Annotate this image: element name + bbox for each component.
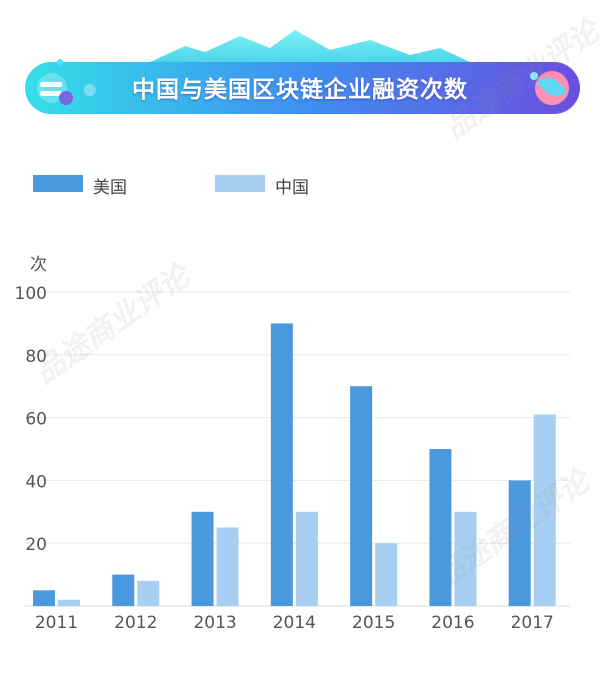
x-tick-label: 2011 (35, 613, 78, 633)
bar-cn-2014 (295, 511, 318, 606)
bar-us-2014 (270, 323, 293, 606)
legend-label-cn: 中国 (275, 178, 309, 198)
mountain-decoration (150, 30, 470, 62)
bar-cn-2012 (137, 580, 160, 606)
bar-us-2013 (191, 511, 214, 606)
bar-cn-2016 (454, 511, 477, 606)
bar-chart: 次 100 80 60 40 20 2011 2012 2013 2014 2015 2016 2017 (15, 255, 570, 633)
bar-cn-2013 (216, 527, 239, 606)
y-tick-label: 80 (25, 347, 47, 367)
bar-cn-2015 (375, 543, 398, 606)
right-decoration-icon (530, 71, 569, 105)
legend-swatch-cn (215, 175, 265, 192)
bar-us-2011 (33, 590, 55, 606)
left-decoration-icon (37, 59, 96, 105)
bar-cn-2011 (58, 599, 80, 606)
y-axis-label: 次 (30, 255, 47, 275)
x-tick-label: 2012 (114, 613, 157, 633)
x-tick-label: 2013 (193, 613, 236, 633)
y-tick-label: 100 (15, 284, 47, 304)
bar-us-2015 (350, 386, 373, 606)
y-tick-label: 60 (25, 410, 47, 430)
bar-us-2017 (508, 480, 531, 606)
x-tick-label: 2016 (431, 613, 474, 633)
x-tick-label: 2015 (352, 613, 395, 633)
x-tick-label: 2014 (273, 613, 316, 633)
y-tick-label: 40 (25, 472, 47, 492)
x-tick-label: 2017 (511, 613, 554, 633)
bar-us-2016 (429, 449, 452, 606)
chart-title: 中国与美国区块链企业融资次数 (132, 77, 468, 103)
bar-cn-2017 (533, 414, 556, 606)
legend-swatch-us (33, 175, 83, 192)
y-tick-label: 20 (25, 535, 47, 555)
bar-us-2012 (112, 574, 135, 606)
legend-label-us: 美国 (93, 178, 127, 198)
title-pill (25, 62, 580, 114)
title-banner (25, 30, 580, 114)
